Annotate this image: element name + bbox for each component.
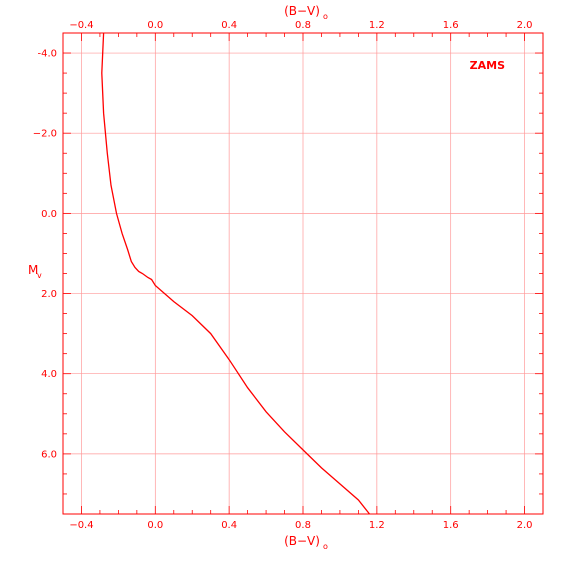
y-tick-label: 2.0 bbox=[41, 289, 57, 300]
x-axis-title-bottom-text: (B−V) bbox=[284, 534, 320, 548]
annotation-zams: ZAMS bbox=[470, 59, 505, 72]
zams-curve bbox=[101, 32, 371, 515]
x-tick-label-bottom: 2.0 bbox=[517, 520, 533, 531]
x-tick-label-bottom: 1.6 bbox=[443, 520, 459, 531]
y-tick-label: 4.0 bbox=[41, 369, 57, 380]
x-axis-title-bottom: (B−V) o bbox=[284, 534, 328, 551]
axis-ticks bbox=[62, 32, 544, 515]
x-tick-label-top: 1.6 bbox=[443, 20, 459, 31]
tick-labels: −0.4 −0.4 0.0 0.0 0.4 0.4 0.8 0.8 1.2 1.2 1.6 1.6 2.… bbox=[33, 20, 533, 531]
x-tick-label-bottom: 1.2 bbox=[369, 520, 385, 531]
x-tick-label-bottom: −0.4 bbox=[69, 520, 93, 531]
y-tick-label: −2.0 bbox=[33, 129, 57, 140]
y-axis-title-text: M bbox=[28, 263, 38, 277]
x-tick-label-top: 0.4 bbox=[221, 20, 237, 31]
y-tick-label: 0.0 bbox=[41, 209, 57, 220]
x-axis-title-top-sub: o bbox=[323, 12, 328, 21]
x-axis-title-top: (B−V) o bbox=[284, 4, 328, 21]
x-tick-label-bottom: 0.0 bbox=[147, 520, 163, 531]
x-axis-title-top-text: (B−V) bbox=[284, 4, 320, 18]
grid-lines bbox=[63, 33, 543, 514]
x-tick-label-bottom: 0.8 bbox=[295, 520, 311, 531]
y-tick-label: -4.0 bbox=[37, 49, 57, 60]
y-axis-title-sub: v bbox=[37, 271, 42, 280]
x-tick-label-top: 0.8 bbox=[295, 20, 311, 31]
x-tick-label-top: −0.4 bbox=[69, 20, 93, 31]
x-tick-label-top: 1.2 bbox=[369, 20, 385, 31]
x-tick-label-bottom: 0.4 bbox=[221, 520, 237, 531]
y-axis-title: M v bbox=[28, 263, 42, 280]
y-tick-label: 6.0 bbox=[41, 449, 57, 460]
x-tick-label-top: 2.0 bbox=[517, 20, 533, 31]
x-axis-title-bottom-sub: o bbox=[323, 542, 328, 551]
x-tick-label-top: 0.0 bbox=[147, 20, 163, 31]
